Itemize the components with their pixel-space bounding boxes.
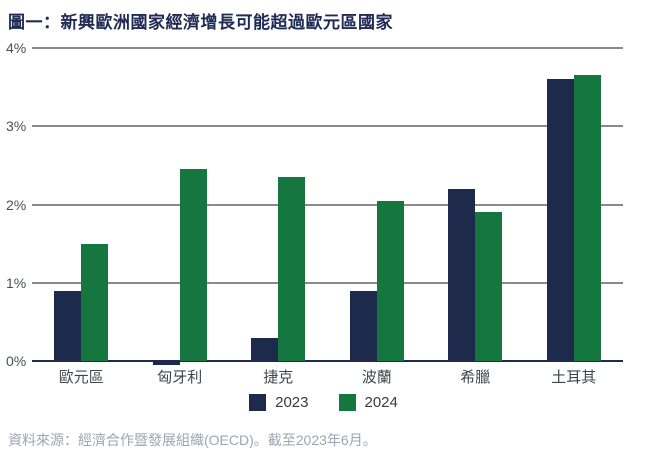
bar-group — [525, 48, 624, 361]
bar-2023-0 — [54, 291, 82, 361]
legend-swatch-2024 — [338, 394, 356, 411]
y-tick-label: 3% — [6, 118, 27, 135]
bar-2023-4 — [448, 189, 476, 361]
bar-2024-2 — [278, 177, 306, 361]
category-label: 歐元區 — [58, 369, 104, 386]
legend-swatch-2023 — [249, 394, 267, 411]
bar-2024-4 — [475, 212, 503, 361]
bar-2024-0 — [81, 244, 109, 361]
legend-item-2024: 2024 — [338, 394, 398, 411]
chart-title: 圖一：新興歐洲國家經濟增長可能超過歐元區國家 — [8, 13, 393, 32]
y-tick-label: 2% — [6, 196, 27, 213]
category-label: 波蘭 — [361, 369, 392, 386]
bar-group — [131, 48, 230, 365]
y-tick-label: 4% — [6, 40, 27, 56]
plot-area — [32, 47, 624, 365]
y-tick-label: 0% — [6, 353, 27, 369]
bar-2024-5 — [573, 75, 601, 361]
bar-2023-5 — [546, 79, 574, 361]
bar-group — [328, 48, 427, 361]
chart-legend: 2023 2024 — [0, 394, 647, 411]
bar-2023-2 — [251, 338, 279, 361]
category-label: 匈牙利 — [157, 369, 203, 386]
gridline — [32, 281, 623, 284]
y-tick-label: 1% — [6, 274, 27, 291]
bar-2024-1 — [179, 169, 207, 361]
bar-2023-1 — [152, 361, 180, 365]
category-label: 土耳其 — [551, 369, 597, 386]
source-note: 資料來源：經濟合作暨發展組織(OECD)。截至2023年6月。 — [8, 432, 377, 448]
gridline — [32, 47, 623, 49]
gridline — [32, 203, 623, 206]
bar-2024-3 — [376, 201, 404, 361]
x-axis-category-labels: 歐元區 匈牙利 捷克 波蘭 希臘 土耳其 — [32, 366, 623, 387]
legend-item-2023: 2023 — [249, 394, 309, 411]
category-label: 希臘 — [460, 369, 491, 386]
bar-group — [229, 48, 328, 361]
category-label: 捷克 — [263, 369, 294, 386]
gridline — [32, 125, 623, 128]
bar-2023-3 — [349, 291, 377, 361]
legend-label-2024: 2024 — [364, 394, 398, 411]
x-axis-line — [32, 360, 623, 362]
bar-group — [426, 48, 525, 361]
bar-groups — [32, 48, 624, 365]
bar-group — [32, 48, 131, 361]
legend-label-2023: 2023 — [275, 394, 309, 411]
